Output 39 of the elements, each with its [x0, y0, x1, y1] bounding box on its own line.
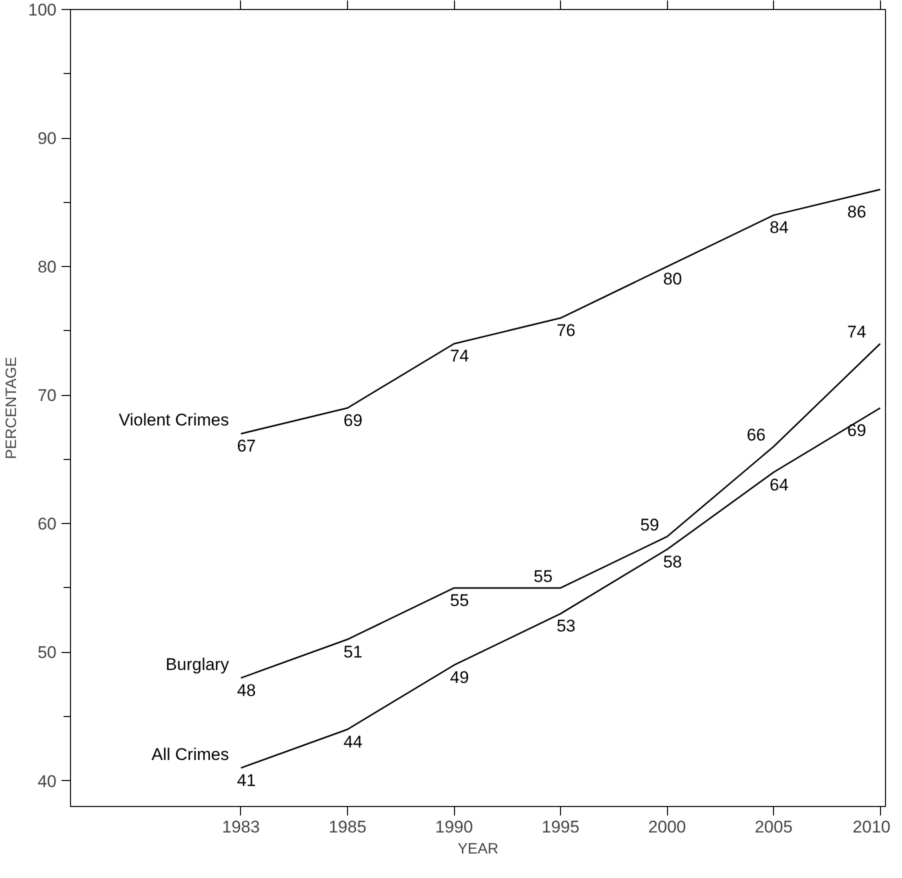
- data-label: 55: [534, 566, 553, 586]
- data-label: 84: [770, 218, 789, 238]
- x-tick-label: 1985: [328, 818, 366, 836]
- data-label: 66: [746, 426, 766, 445]
- x-tick-label: 2010: [852, 818, 891, 836]
- data-label: 67: [236, 436, 256, 456]
- x-tick-label: 2000: [648, 818, 686, 836]
- data-label: 74: [847, 322, 866, 342]
- y-tick-label: 80: [38, 258, 57, 277]
- y-tick-label: 40: [38, 772, 57, 791]
- data-label: 64: [770, 475, 789, 494]
- data-label: 69: [343, 411, 362, 430]
- data-label: 41: [236, 770, 256, 790]
- data-label: 51: [343, 642, 362, 662]
- x-axis-title: YEAR: [458, 840, 499, 858]
- y-tick-label: 70: [38, 386, 57, 406]
- data-label: 80: [663, 270, 682, 289]
- data-label: 53: [556, 616, 576, 636]
- data-label: 86: [847, 202, 866, 222]
- data-label: 76: [556, 321, 576, 340]
- y-axis-title: PERCENTAGE: [3, 356, 20, 460]
- data-label: 58: [663, 552, 682, 572]
- data-label: 59: [640, 516, 660, 535]
- y-tick-label: 50: [38, 643, 57, 662]
- data-label: 55: [450, 590, 469, 610]
- x-tick-label: 1983: [222, 818, 260, 836]
- data-label: 44: [343, 732, 362, 752]
- data-label: 74: [450, 346, 469, 366]
- series-label: All Crimes: [152, 744, 229, 764]
- series-label: Violent Crimes: [118, 410, 229, 430]
- x-tick-label: 1995: [542, 818, 580, 836]
- data-label: 49: [450, 668, 469, 688]
- y-tick-label: 60: [38, 514, 57, 534]
- y-tick-label: 90: [38, 129, 57, 148]
- data-label: 48: [236, 680, 256, 700]
- x-tick-label: 1990: [435, 818, 473, 836]
- y-tick-label: 100: [28, 0, 57, 20]
- x-tick-label: 2005: [754, 818, 793, 836]
- series-label: Burglary: [166, 654, 230, 674]
